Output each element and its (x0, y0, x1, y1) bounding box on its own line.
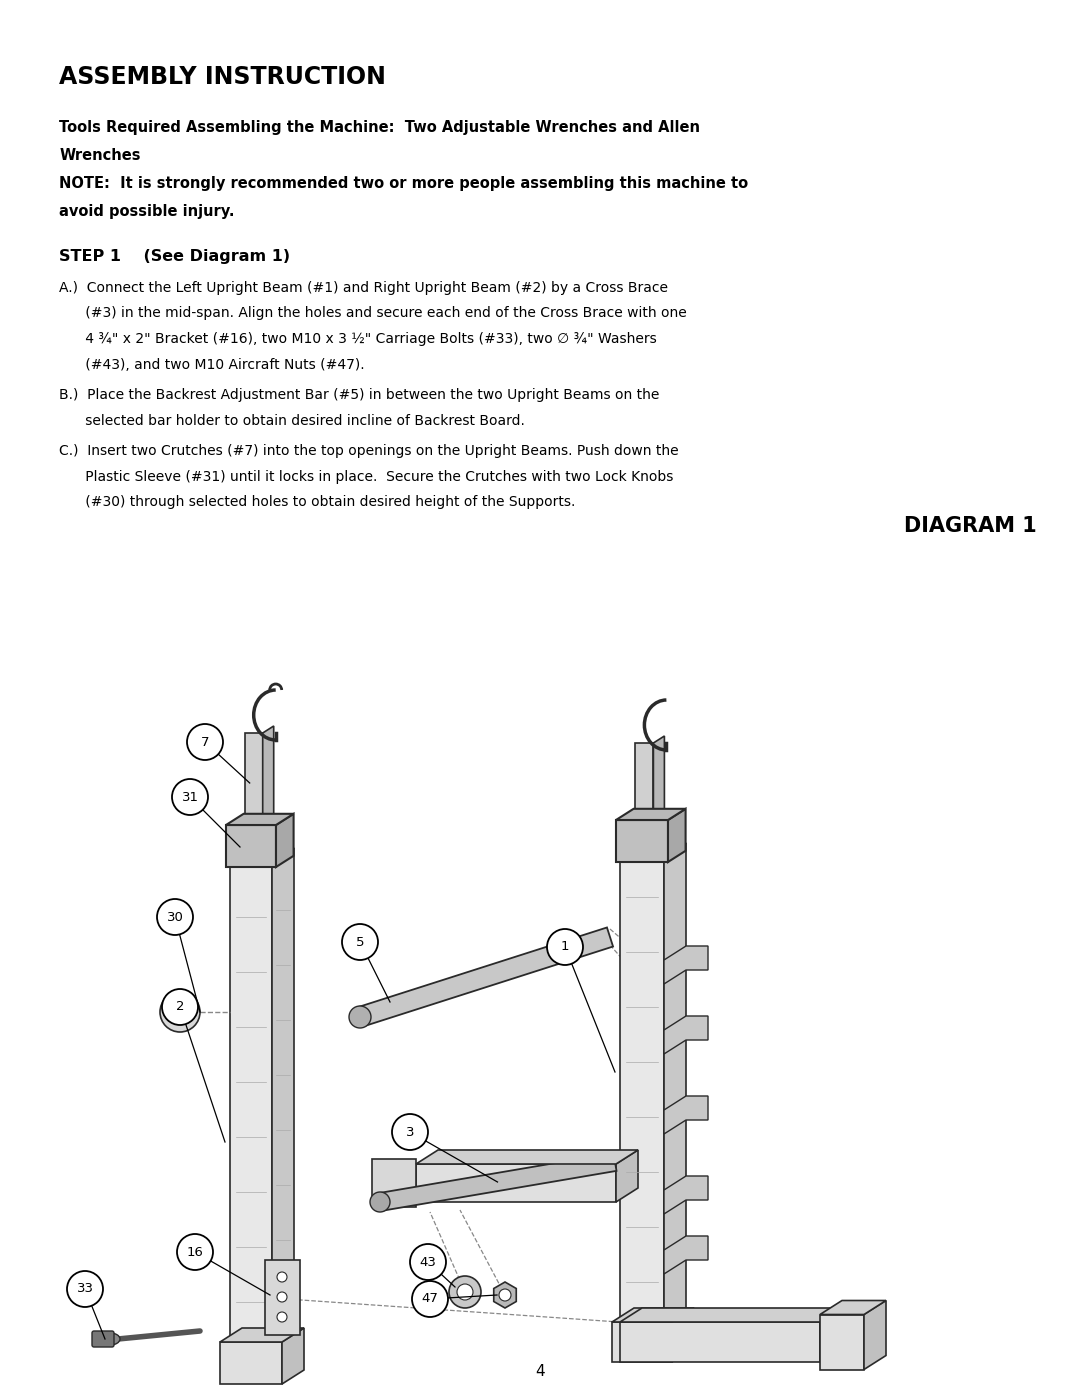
Text: (#3) in the mid-span. Align the holes and secure each end of the Cross Brace wit: (#3) in the mid-span. Align the holes an… (59, 306, 687, 320)
Circle shape (499, 1289, 511, 1301)
Text: NOTE:  It is strongly recommended two or more people assembling this machine to: NOTE: It is strongly recommended two or … (59, 176, 748, 191)
Bar (372, 1160, 416, 1207)
Text: 4 ¾" x 2" Bracket (#16), two M10 x 3 ½" Carriage Bolts (#33), two ∅ ¾" Washers: 4 ¾" x 2" Bracket (#16), two M10 x 3 ½" … (59, 332, 657, 346)
Polygon shape (664, 1016, 708, 1053)
Text: 31: 31 (181, 791, 199, 803)
Polygon shape (276, 814, 294, 868)
Circle shape (160, 992, 200, 1032)
FancyBboxPatch shape (92, 1331, 114, 1347)
Bar (612, 1322, 672, 1362)
Text: A.)  Connect the Left Upright Beam (#1) and Right Upright Beam (#2) by a Cross B: A.) Connect the Left Upright Beam (#1) a… (59, 281, 669, 295)
Text: 2: 2 (176, 1000, 185, 1013)
Polygon shape (664, 946, 708, 983)
Polygon shape (282, 1329, 303, 1384)
Polygon shape (820, 1308, 842, 1362)
Circle shape (162, 989, 198, 1025)
Polygon shape (378, 1153, 617, 1211)
Text: ASSEMBLY INSTRUCTION: ASSEMBLY INSTRUCTION (59, 66, 387, 89)
Circle shape (177, 1234, 213, 1270)
Circle shape (67, 1271, 103, 1308)
Bar (226, 826, 276, 868)
Bar (820, 1315, 864, 1369)
Polygon shape (820, 1301, 886, 1315)
Polygon shape (864, 1301, 886, 1369)
Polygon shape (664, 1236, 708, 1274)
Circle shape (349, 1006, 372, 1028)
Circle shape (370, 1192, 390, 1213)
Polygon shape (620, 1308, 842, 1322)
Circle shape (410, 1243, 446, 1280)
Polygon shape (664, 1097, 708, 1134)
Polygon shape (226, 814, 294, 826)
Text: 3: 3 (406, 1126, 415, 1139)
Text: Tools Required Assembling the Machine:  Two Adjustable Wrenches and Allen: Tools Required Assembling the Machine: T… (59, 120, 701, 136)
Polygon shape (612, 1308, 694, 1322)
Circle shape (172, 780, 208, 814)
Circle shape (276, 1292, 287, 1302)
Circle shape (170, 1002, 190, 1023)
Polygon shape (664, 1176, 708, 1214)
Text: (#43), and two M10 Aircraft Nuts (#47).: (#43), and two M10 Aircraft Nuts (#47). (59, 358, 365, 372)
Polygon shape (230, 848, 294, 862)
Bar (416, 1164, 616, 1201)
Circle shape (187, 724, 222, 760)
Polygon shape (616, 809, 686, 820)
Polygon shape (672, 1308, 694, 1362)
Polygon shape (620, 842, 686, 856)
Ellipse shape (100, 1333, 120, 1345)
Circle shape (342, 923, 378, 960)
Text: Wrenches: Wrenches (59, 148, 140, 163)
Bar (230, 862, 272, 1343)
Text: selected bar holder to obtain desired incline of Backrest Board.: selected bar holder to obtain desired in… (59, 414, 525, 427)
Circle shape (546, 929, 583, 965)
Text: B.)  Place the Backrest Adjustment Bar (#5) in between the two Upright Beams on : B.) Place the Backrest Adjustment Bar (#… (59, 388, 660, 402)
Bar (616, 820, 669, 862)
Text: STEP 1    (See Diagram 1): STEP 1 (See Diagram 1) (59, 249, 291, 264)
Text: 5: 5 (355, 936, 364, 949)
Circle shape (457, 1284, 473, 1301)
Text: 43: 43 (419, 1256, 436, 1268)
Text: DIAGRAM 1: DIAGRAM 1 (904, 515, 1037, 535)
Circle shape (411, 1281, 448, 1317)
Text: 1: 1 (561, 940, 569, 954)
Text: 33: 33 (77, 1282, 94, 1295)
Text: avoid possible injury.: avoid possible injury. (59, 204, 235, 219)
Bar (620, 856, 664, 1322)
Text: 30: 30 (166, 911, 184, 923)
Text: C.)  Insert two Crutches (#7) into the top openings on the Upright Beams. Push d: C.) Insert two Crutches (#7) into the to… (59, 444, 679, 458)
Bar (635, 743, 653, 842)
Text: 16: 16 (187, 1246, 203, 1259)
Circle shape (449, 1275, 481, 1308)
Bar (265, 1260, 300, 1336)
Bar (620, 1322, 820, 1362)
Polygon shape (416, 1150, 638, 1164)
Polygon shape (616, 1150, 638, 1201)
Polygon shape (653, 736, 664, 842)
Polygon shape (272, 848, 294, 1343)
Text: 4: 4 (536, 1363, 544, 1379)
Polygon shape (664, 842, 686, 1322)
Polygon shape (357, 928, 613, 1027)
Polygon shape (669, 809, 686, 862)
Bar (220, 1343, 282, 1384)
Circle shape (276, 1312, 287, 1322)
Circle shape (157, 900, 193, 935)
Circle shape (276, 1273, 287, 1282)
Text: 7: 7 (201, 735, 210, 749)
Text: Plastic Sleeve (#31) until it locks in place.  Secure the Crutches with two Lock: Plastic Sleeve (#31) until it locks in p… (59, 469, 674, 483)
Text: (#30) through selected holes to obtain desired height of the Supports.: (#30) through selected holes to obtain d… (59, 495, 576, 509)
Polygon shape (262, 726, 273, 848)
Polygon shape (220, 1329, 303, 1343)
Bar (245, 733, 262, 848)
Circle shape (392, 1113, 428, 1150)
Text: 47: 47 (421, 1292, 438, 1306)
